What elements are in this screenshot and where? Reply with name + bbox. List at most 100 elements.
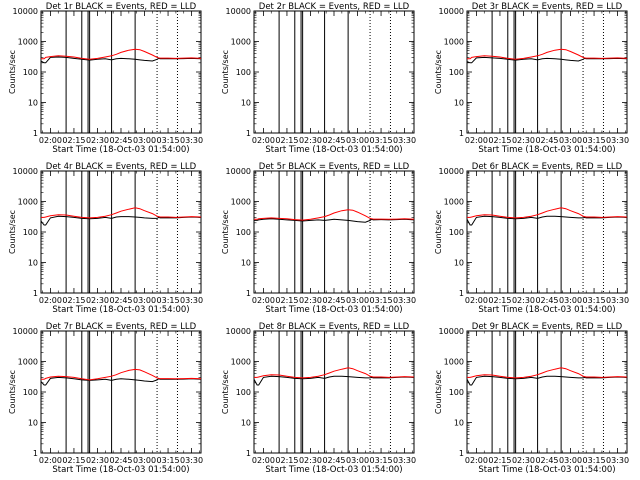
x-axis-label: Start Time (18-Oct-03 01:54:00) [265,145,402,155]
panel-det-8: Det 8r BLACK = Events, RED = LLD 1 10 100 10… [221,322,416,475]
x-tick-label: 02:00 [465,296,488,305]
y-tick-label: 10 [28,99,38,108]
x-axis-label: Start Time (18-Oct-03 01:54:00) [52,305,189,315]
events-series-line [254,218,415,223]
x-tick-label: 03:30 [393,296,416,305]
y-tick-label: 1 [33,449,38,458]
lld-series-line [41,207,202,219]
x-tick-label: 02:00 [39,296,62,305]
events-series-line [40,215,202,226]
y-tick-label: 1 [246,449,251,458]
y-tick-label: 10000 [226,327,251,336]
y-tick-label: 1000 [18,38,38,47]
x-tick-label: 02:00 [39,456,62,465]
y-tick-label: 1000 [231,358,251,367]
y-tick-label: 1 [33,129,38,138]
x-tick-label: 02:15 [488,456,511,465]
lld-series-line [254,209,415,221]
panel-det-7: Det 7r BLACK = Events, RED = LLD 1 10 100 10… [8,322,203,475]
y-tick-label: 10000 [226,7,251,16]
x-tick-label: 02:00 [39,136,62,145]
panel-det-9: Det 9r BLACK = Events, RED = LLD 1 10 100 10… [434,322,629,475]
lld-series-line [41,368,202,381]
y-tick-label: 100 [23,228,38,237]
x-tick-label: 02:00 [252,136,275,145]
events-series-line [40,56,202,64]
panel-det-3: Det 3r BLACK = Events, RED = LLD 1 10 100 10… [434,2,629,155]
x-tick-label: 02:15 [62,456,85,465]
y-tick-label: 100 [236,228,251,237]
panel-title: Det 1r BLACK = Events, RED = LLD [46,2,197,12]
y-tick-label: 1 [33,289,38,298]
y-axis-label: Counts/sec [434,210,443,254]
x-tick-label: 02:30 [299,456,322,465]
x-tick-label: 02:15 [275,456,298,465]
y-tick-label: 10 [241,259,251,268]
y-tick-label: 1000 [231,198,251,207]
y-tick-label: 100 [23,388,38,397]
panel-title: Det 6r BLACK = Events, RED = LLD [472,162,623,172]
x-tick-label: 02:45 [322,296,345,305]
x-tick-label: 02:45 [535,136,558,145]
y-tick-label: 10000 [439,167,464,176]
y-tick-label: 10 [454,259,464,268]
x-axis-label: Start Time (18-Oct-03 01:54:00) [478,465,615,475]
y-tick-label: 10000 [439,327,464,336]
x-tick-label: 03:00 [559,456,582,465]
x-tick-label: 02:00 [465,136,488,145]
x-tick-label: 03:15 [583,296,606,305]
x-tick-label: 03:30 [606,456,629,465]
y-axis-label: Counts/sec [8,50,17,94]
y-tick-label: 1 [246,129,251,138]
y-tick-label: 1000 [18,358,38,367]
y-tick-label: 100 [449,228,464,237]
events-series-line [466,56,628,64]
y-axis-label: Counts/sec [221,370,230,414]
x-tick-label: 02:45 [109,456,132,465]
y-tick-label: 1 [459,129,464,138]
x-tick-label: 03:15 [370,296,393,305]
x-tick-label: 02:15 [488,296,511,305]
x-tick-label: 03:15 [157,456,180,465]
panel-title: Det 9r BLACK = Events, RED = LLD [472,322,623,332]
panel-det-6: Det 6r BLACK = Events, RED = LLD 1 10 100 10… [434,162,629,315]
x-axis-label: Start Time (18-Oct-03 01:54:00) [478,145,615,155]
y-tick-label: 1 [459,289,464,298]
x-tick-label: 03:15 [583,456,606,465]
y-axis-label: Counts/sec [221,210,230,254]
x-tick-label: 03:30 [606,296,629,305]
x-tick-label: 02:00 [252,456,275,465]
y-tick-label: 100 [449,68,464,77]
y-tick-label: 100 [236,68,251,77]
y-tick-label: 100 [236,388,251,397]
y-tick-label: 10000 [226,167,251,176]
y-tick-label: 10000 [13,167,38,176]
panel-title: Det 7r BLACK = Events, RED = LLD [46,322,197,332]
panel-det-1: Det 1r BLACK = Events, RED = LLD 1 10 100 10… [8,2,203,155]
y-tick-label: 1000 [444,358,464,367]
x-axis-label: Start Time (18-Oct-03 01:54:00) [478,305,615,315]
events-series-line [466,215,628,226]
x-tick-label: 02:15 [275,296,298,305]
x-tick-label: 02:15 [275,136,298,145]
y-axis-label: Counts/sec [434,50,443,94]
y-tick-label: 10 [454,419,464,428]
x-tick-label: 02:30 [86,456,109,465]
x-tick-label: 02:30 [512,296,535,305]
panel-title: Det 8r BLACK = Events, RED = LLD [259,322,410,332]
x-tick-label: 02:45 [109,136,132,145]
y-tick-label: 1000 [18,198,38,207]
panel-det-2: Det 2r BLACK = Events, RED = LLD 1 10 100 10… [221,2,416,155]
y-tick-label: 10000 [13,7,38,16]
x-tick-label: 03:00 [133,136,156,145]
x-tick-label: 02:00 [252,296,275,305]
panel-det-4: Det 4r BLACK = Events, RED = LLD 1 10 100 10… [8,162,203,315]
x-axis-label: Start Time (18-Oct-03 01:54:00) [52,465,189,475]
x-tick-label: 03:00 [346,456,369,465]
x-tick-label: 03:15 [583,136,606,145]
events-series-line [466,375,628,386]
y-tick-label: 10 [28,419,38,428]
x-tick-label: 03:00 [133,456,156,465]
x-tick-label: 02:45 [535,456,558,465]
y-tick-label: 10000 [439,7,464,16]
